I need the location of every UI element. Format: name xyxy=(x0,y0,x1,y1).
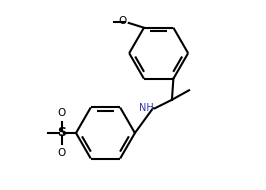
Text: S: S xyxy=(57,127,66,139)
Text: O: O xyxy=(58,148,66,158)
Text: O: O xyxy=(118,16,126,26)
Text: NH: NH xyxy=(139,103,154,113)
Text: O: O xyxy=(58,108,66,118)
